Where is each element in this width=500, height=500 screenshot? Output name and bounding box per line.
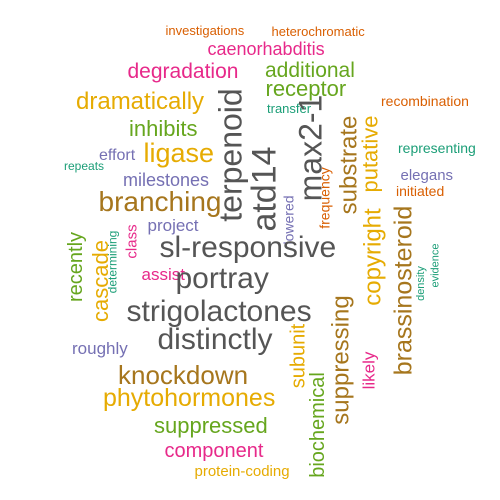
word-dramatically: dramatically — [76, 88, 205, 115]
word-milestones: milestones — [123, 170, 210, 190]
word-biochemical: biochemical — [306, 372, 329, 478]
word-caenorhabditis: caenorhabditis — [207, 39, 325, 59]
word-frequency: frequency — [316, 167, 333, 229]
word-additional: additional — [265, 58, 355, 82]
word-recombination: recombination — [381, 93, 469, 109]
word-roughly: roughly — [72, 338, 128, 358]
word-putative: putative — [357, 115, 383, 193]
word-suppressed: suppressed — [154, 413, 268, 438]
word-investigations: investigations — [165, 22, 245, 38]
word-receptor: receptor — [265, 76, 347, 101]
word-brassinosteroid: brassinosteroid — [389, 205, 418, 375]
word-project: project — [147, 215, 199, 235]
word-representing: representing — [398, 140, 476, 156]
word-elegans: elegans — [400, 166, 454, 184]
word-strigolactones: strigolactones — [126, 295, 312, 328]
word-recently: recently — [65, 231, 88, 303]
word-degradation: degradation — [127, 59, 239, 83]
word-portray: portray — [175, 262, 269, 295]
word-component: component — [164, 440, 264, 462]
word-density: density — [414, 265, 427, 301]
word-distinctly: distinctly — [157, 323, 273, 356]
word-copyright: copyright — [359, 208, 387, 306]
word-suppressing: suppressing — [327, 295, 355, 425]
word-branching: branching — [98, 186, 222, 217]
word-cascade: cascade — [87, 240, 113, 322]
word-subunit: subunit — [286, 323, 309, 389]
word-likely: likely — [359, 351, 379, 389]
word-protein-coding: protein-coding — [194, 462, 290, 480]
word-effort: effort — [99, 147, 136, 164]
word-atd14: atd14 — [245, 146, 284, 232]
word-assist: assist — [141, 264, 185, 284]
word-heterochromatic: heterochromatic — [271, 23, 365, 39]
word-evidence: evidence — [429, 242, 442, 288]
word-inhibits: inhibits — [129, 116, 198, 141]
word-class: class — [123, 223, 141, 259]
word-sl-responsive: sl-responsive — [159, 231, 337, 264]
word-knockdown: knockdown — [118, 360, 249, 390]
word-repeats: repeats — [64, 159, 105, 173]
word-transfer: transfer — [267, 100, 312, 116]
word-initiated: initiated — [396, 183, 445, 199]
word-phytohormones: phytohormones — [103, 383, 276, 412]
word-ligase: ligase — [143, 137, 215, 168]
